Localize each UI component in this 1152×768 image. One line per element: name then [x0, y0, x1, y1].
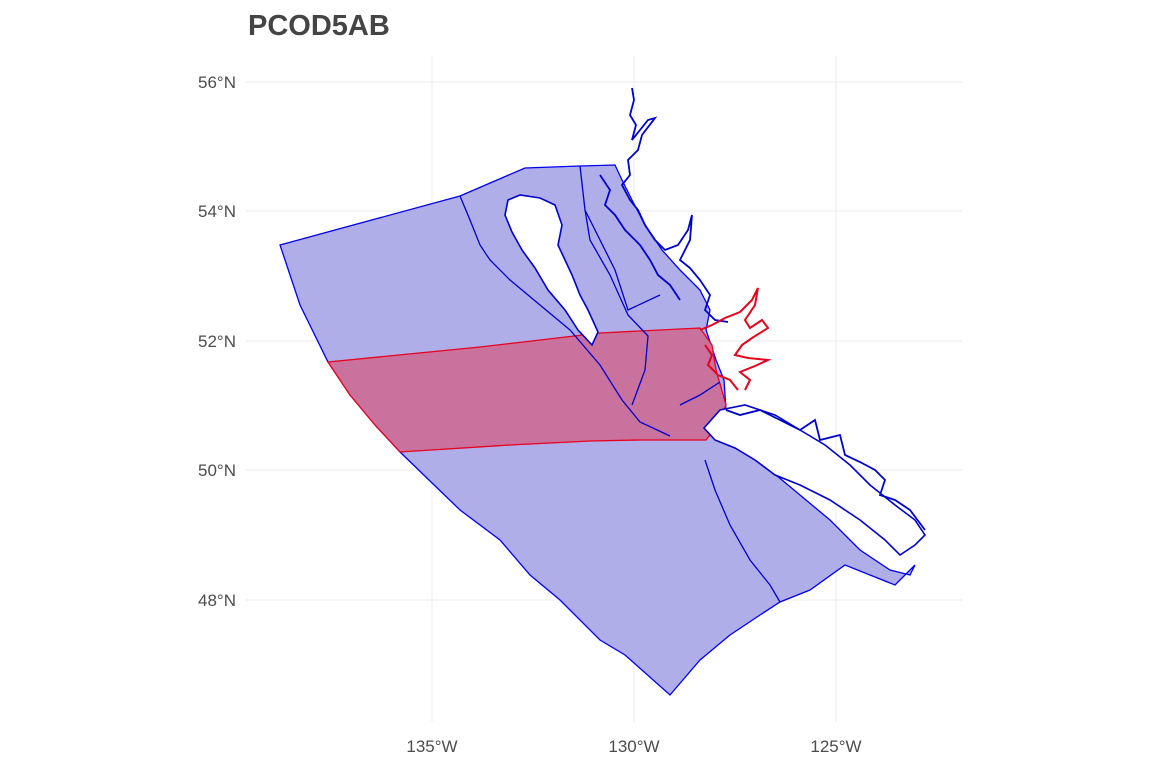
vancouver-island-landmass — [702, 404, 927, 557]
x-tick-label-135w: 135°W — [406, 737, 457, 756]
red-inlet-south — [704, 344, 739, 391]
boundary-line-south — [704, 459, 781, 603]
subarea-boundaries — [459, 165, 781, 603]
y-tick-label-48n: 48°N — [198, 591, 236, 610]
haida-gwaii-landmass — [504, 194, 599, 347]
y-tick-label-54n: 54°N — [198, 202, 236, 221]
x-tick-label-130w: 130°W — [608, 737, 659, 756]
map-title: PCOD5AB — [248, 10, 390, 42]
boundary-line-hecate — [579, 165, 649, 406]
y-axis-labels: 56°N 54°N 52°N 50°N 48°N — [198, 73, 236, 610]
coastline-south-inlets — [725, 409, 926, 531]
x-tick-label-125w: 125°W — [810, 737, 861, 756]
red-inlet-north — [699, 287, 772, 391]
mainland-coastline — [599, 87, 926, 531]
boundary-line-mainland — [584, 209, 661, 311]
coastline-north-inlets — [620, 87, 729, 323]
highlighted-inlets — [699, 287, 772, 391]
y-tick-label-52n: 52°N — [198, 332, 236, 351]
coastline-central-inlets — [599, 174, 681, 301]
y-tick-label-56n: 56°N — [198, 73, 236, 92]
boundary-line-west — [459, 195, 671, 437]
boundary-line-queen-charlotte — [679, 381, 721, 406]
x-axis-labels: 135°W 130°W 125°W — [406, 737, 861, 756]
y-tick-label-50n: 50°N — [198, 461, 236, 480]
